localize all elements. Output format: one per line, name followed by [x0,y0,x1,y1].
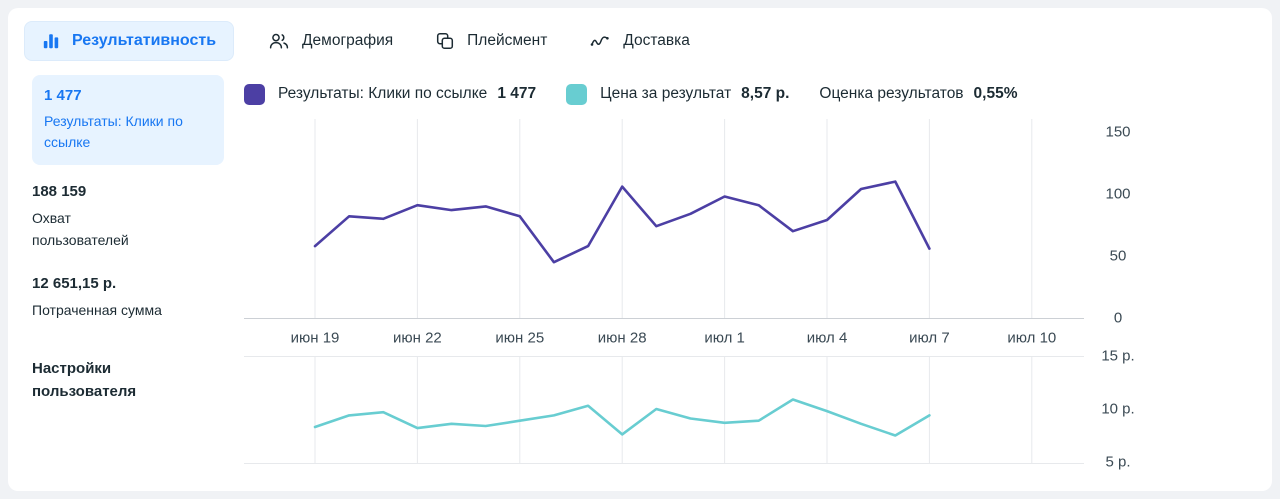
metric-amount-spent[interactable]: 12 651,15 р. Потраченная сумма [32,275,244,322]
tab-label: Результативность [72,32,217,49]
legend-swatch-cost [566,83,588,105]
tab-delivery[interactable]: Доставка [589,30,690,52]
metric-results[interactable]: 1 477 Результаты: Клики по ссылке [32,75,224,165]
x-tick-label: июн 22 [393,329,442,346]
metric-reach[interactable]: 188 159 Охват пользователей [32,183,244,251]
overlapping-frames-icon [435,31,455,51]
x-tick-label: июн 19 [290,329,340,346]
tab-performance[interactable]: Результативность [24,21,235,61]
y-tick-label: 10 р. [1101,400,1135,418]
metric-value: 12 651,15 р. [32,275,117,293]
x-tick-label: июл 1 [704,329,745,346]
metric-value: 188 159 [32,183,87,200]
metrics-sidebar: 1 477 Результаты: Клики по ссылке 188 15… [32,75,244,464]
chart-area: Результаты: Клики по ссылке 1 477 Цена з… [244,75,1272,471]
legend-label: Оценка результатов [819,85,964,102]
content-row: 1 477 Результаты: Клики по ссылке 188 15… [8,69,1272,471]
x-tick-label: июл 10 [1007,329,1057,346]
x-axis-labels: июн 19 июн 22 июн 25 июн 28 июл 1 июл 4 июл 7 и… [244,319,1084,356]
legend-value: 8,57 р. [741,85,790,102]
legend-label: Цена за результат [600,85,732,102]
y-tick-label: 0 [1113,309,1123,327]
y-tick-label: 15 р. [1101,347,1135,365]
chart-legend: Результаты: Клики по ссылке 1 477 Цена з… [244,81,1272,107]
tab-bar: Результативность Демография Плейсмен [8,8,1272,69]
people-icon [268,30,290,52]
metric-label: Потраченная сумма [32,302,162,319]
legend-item-cost-per-result: Цена за результат 8,57 р. [566,83,790,105]
legend-item-result-rate: Оценка результатов 0,55% [819,85,1017,103]
legend-label: Результаты: Клики по ссылке [278,85,488,102]
x-tick-label: июл 4 [806,329,848,346]
x-tick-label: июл 7 [909,329,950,346]
y-tick-label: 5 р. [1105,453,1131,471]
user-settings-link[interactable]: Настройки пользователя [32,360,137,400]
insights-panel: Результативность Демография Плейсмен [8,8,1272,491]
tab-label: Демография [302,32,394,49]
legend-value: 1 477 [497,85,537,102]
bar-chart-icon [42,32,60,50]
x-tick-label: июн 25 [495,329,545,346]
tab-placement[interactable]: Плейсмент [435,31,547,51]
y-tick-label: 150 [1105,123,1131,141]
tab-label: Доставка [623,32,690,49]
charts: июн 19 июн 22 июн 25 июн 28 июл 1 июл 4 июл 7 и… [244,119,1154,471]
x-tick-label: июн 28 [597,329,647,346]
y-axis-labels: 150 100 50 0 15 р. 10 р. 5 р. [1086,119,1150,471]
tab-demographics[interactable]: Демография [268,30,393,52]
legend-value: 0,55% [973,85,1018,102]
cost-line-chart[interactable] [244,356,1084,464]
metric-value: 1 477 [44,87,82,104]
legend-swatch-results [244,83,265,105]
y-tick-label: 100 [1105,185,1131,203]
tab-label: Плейсмент [467,32,548,49]
metric-label: Результаты: Клики по ссылке [44,113,183,150]
legend-item-results: Результаты: Клики по ссылке 1 477 [244,83,537,105]
route-pulse-icon [589,30,611,52]
results-line-chart[interactable] [244,119,1084,319]
y-tick-label: 50 [1109,247,1127,265]
metric-label: Охват пользователей [32,210,129,248]
